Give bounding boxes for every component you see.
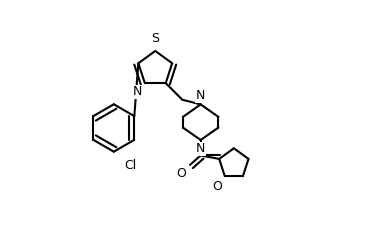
Text: O: O [213,180,222,193]
Text: Cl: Cl [124,159,137,172]
Text: O: O [177,167,187,180]
Text: S: S [151,32,159,45]
Text: N: N [196,89,205,102]
Text: N: N [133,86,142,99]
Text: N: N [196,142,205,155]
